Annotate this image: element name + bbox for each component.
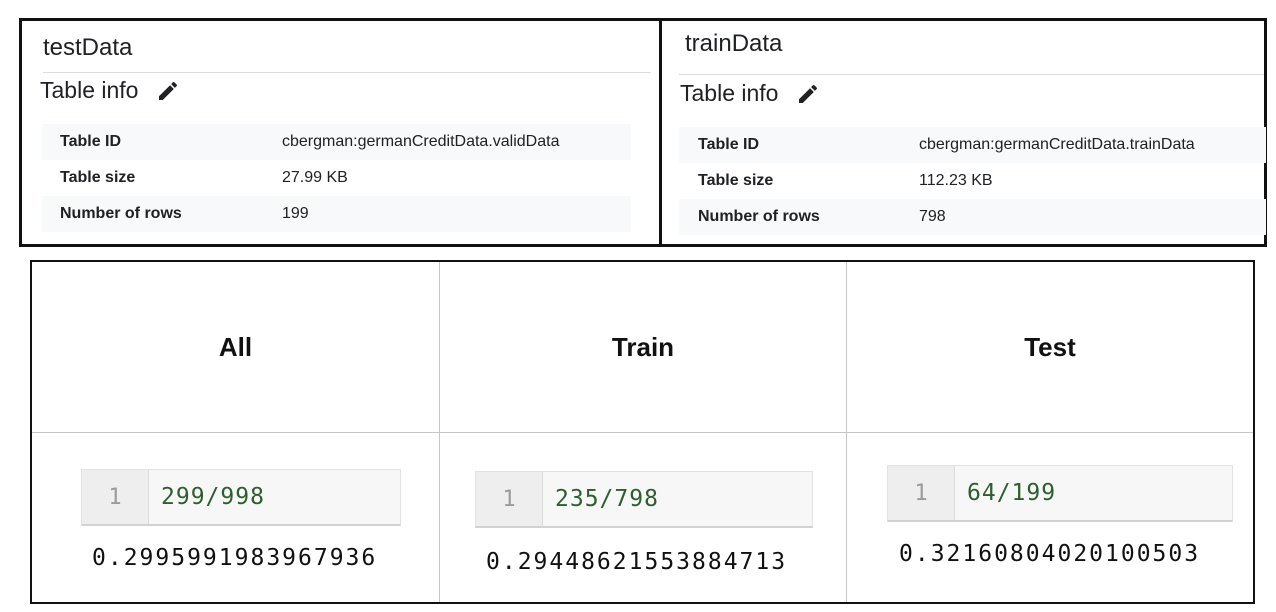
table-size-key: Table size	[60, 169, 136, 186]
code-cell[interactable]: 1 235/798	[475, 471, 813, 528]
table-info-panels: testData Table info Table ID cbergman:ge…	[19, 18, 1267, 247]
line-number: 1	[888, 466, 955, 520]
code-expression[interactable]: 64/199	[967, 480, 1057, 506]
table-size-row: Table size 112.23 KB	[679, 163, 1266, 199]
column-header-all: All	[32, 262, 440, 433]
column-header-label: Test	[1024, 331, 1076, 362]
row-count-value: 798	[919, 208, 946, 225]
table-info-table: Table ID cbergman:germanCreditData.train…	[679, 127, 1266, 235]
column-header-train: Train	[440, 262, 847, 433]
pencil-icon[interactable]	[156, 79, 180, 103]
table-info-table: Table ID cbergman:germanCreditData.valid…	[42, 124, 631, 232]
row-count-row: Number of rows 199	[42, 196, 631, 232]
dataset-title: trainData	[685, 30, 783, 57]
divider	[679, 74, 1264, 75]
table-id-value: cbergman:germanCreditData.trainData	[919, 136, 1195, 153]
row-count-value: 199	[282, 205, 309, 222]
table-id-key: Table ID	[60, 133, 122, 150]
pencil-icon[interactable]	[796, 82, 820, 106]
cell-output: 0.2995991983967936	[92, 545, 378, 571]
result-cell-all: 1 299/998 0.2995991983967936	[32, 433, 440, 602]
row-count-row: Number of rows 798	[679, 199, 1266, 235]
column-header-label: All	[218, 331, 253, 362]
table-size-key: Table size	[698, 172, 774, 189]
dataset-title: testData	[43, 34, 133, 61]
table-info-header: Table info	[40, 77, 180, 104]
column-header-test: Test	[847, 262, 1253, 433]
cell-output: 0.32160804020100503	[899, 541, 1201, 567]
table-id-key: Table ID	[698, 136, 760, 153]
test-data-panel: testData Table info Table ID cbergman:ge…	[22, 21, 659, 244]
train-data-panel: trainData Table info Table ID cbergman:g…	[659, 21, 1266, 244]
result-cell-test: 1 64/199 0.32160804020100503	[847, 433, 1253, 602]
ratio-comparison-table: All Train Test 1 299/998 0.2995991983967…	[30, 260, 1255, 604]
table-info-label: Table info	[680, 80, 779, 106]
table-size-value: 112.23 KB	[919, 172, 993, 189]
row-count-key: Number of rows	[698, 208, 820, 225]
row-count-key: Number of rows	[60, 205, 182, 222]
code-cell[interactable]: 1 64/199	[887, 465, 1233, 522]
table-id-row: Table ID cbergman:germanCreditData.train…	[679, 127, 1266, 163]
line-number: 1	[476, 472, 543, 526]
line-number: 1	[82, 470, 149, 524]
table-size-row: Table size 27.99 KB	[42, 160, 631, 196]
result-cell-train: 1 235/798 0.29448621553884713	[440, 433, 847, 602]
divider	[43, 72, 651, 73]
code-cell[interactable]: 1 299/998	[81, 469, 401, 526]
table-info-header: Table info	[680, 80, 820, 107]
table-id-value: cbergman:germanCreditData.validData	[282, 133, 560, 150]
table-size-value: 27.99 KB	[282, 169, 348, 186]
column-header-label: Train	[611, 331, 675, 362]
table-id-row: Table ID cbergman:germanCreditData.valid…	[42, 124, 631, 160]
cell-output: 0.29448621553884713	[486, 549, 788, 575]
code-expression[interactable]: 299/998	[161, 484, 265, 510]
code-expression[interactable]: 235/798	[555, 486, 659, 512]
table-info-label: Table info	[40, 77, 139, 103]
